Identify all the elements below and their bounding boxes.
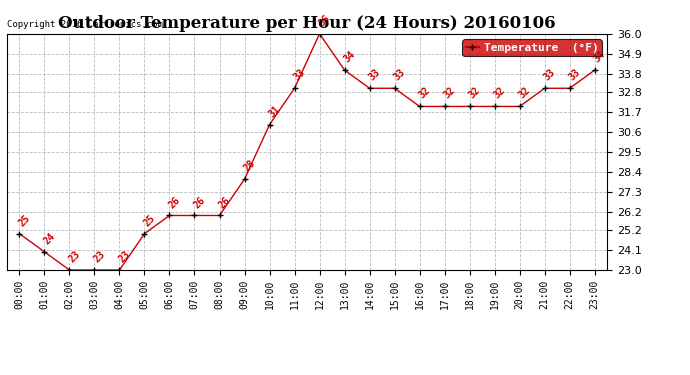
Text: 25: 25 <box>17 213 32 228</box>
Text: 32: 32 <box>517 86 532 101</box>
Text: 33: 33 <box>542 68 558 83</box>
Text: 32: 32 <box>467 86 482 101</box>
Text: 32: 32 <box>492 86 507 101</box>
Legend: Temperature  (°F): Temperature (°F) <box>462 39 602 56</box>
Text: 32: 32 <box>417 86 432 101</box>
Title: Outdoor Temperature per Hour (24 Hours) 20160106: Outdoor Temperature per Hour (24 Hours) … <box>58 15 556 32</box>
Text: 33: 33 <box>292 68 307 83</box>
Text: 34: 34 <box>592 49 607 64</box>
Text: 34: 34 <box>342 49 357 64</box>
Text: 36: 36 <box>317 13 332 28</box>
Text: 26: 26 <box>167 195 182 210</box>
Text: 31: 31 <box>267 104 282 119</box>
Text: 33: 33 <box>367 68 382 83</box>
Text: 23: 23 <box>92 249 107 264</box>
Text: 23: 23 <box>67 249 82 264</box>
Text: 33: 33 <box>392 68 407 83</box>
Text: 26: 26 <box>192 195 207 210</box>
Text: 23: 23 <box>117 249 132 264</box>
Text: 32: 32 <box>442 86 457 101</box>
Text: 28: 28 <box>241 158 257 174</box>
Text: 25: 25 <box>141 213 157 228</box>
Text: 24: 24 <box>41 231 57 246</box>
Text: 26: 26 <box>217 195 232 210</box>
Text: 33: 33 <box>567 68 582 83</box>
Text: Copyright 2016 Cartronics.com: Copyright 2016 Cartronics.com <box>7 20 163 29</box>
